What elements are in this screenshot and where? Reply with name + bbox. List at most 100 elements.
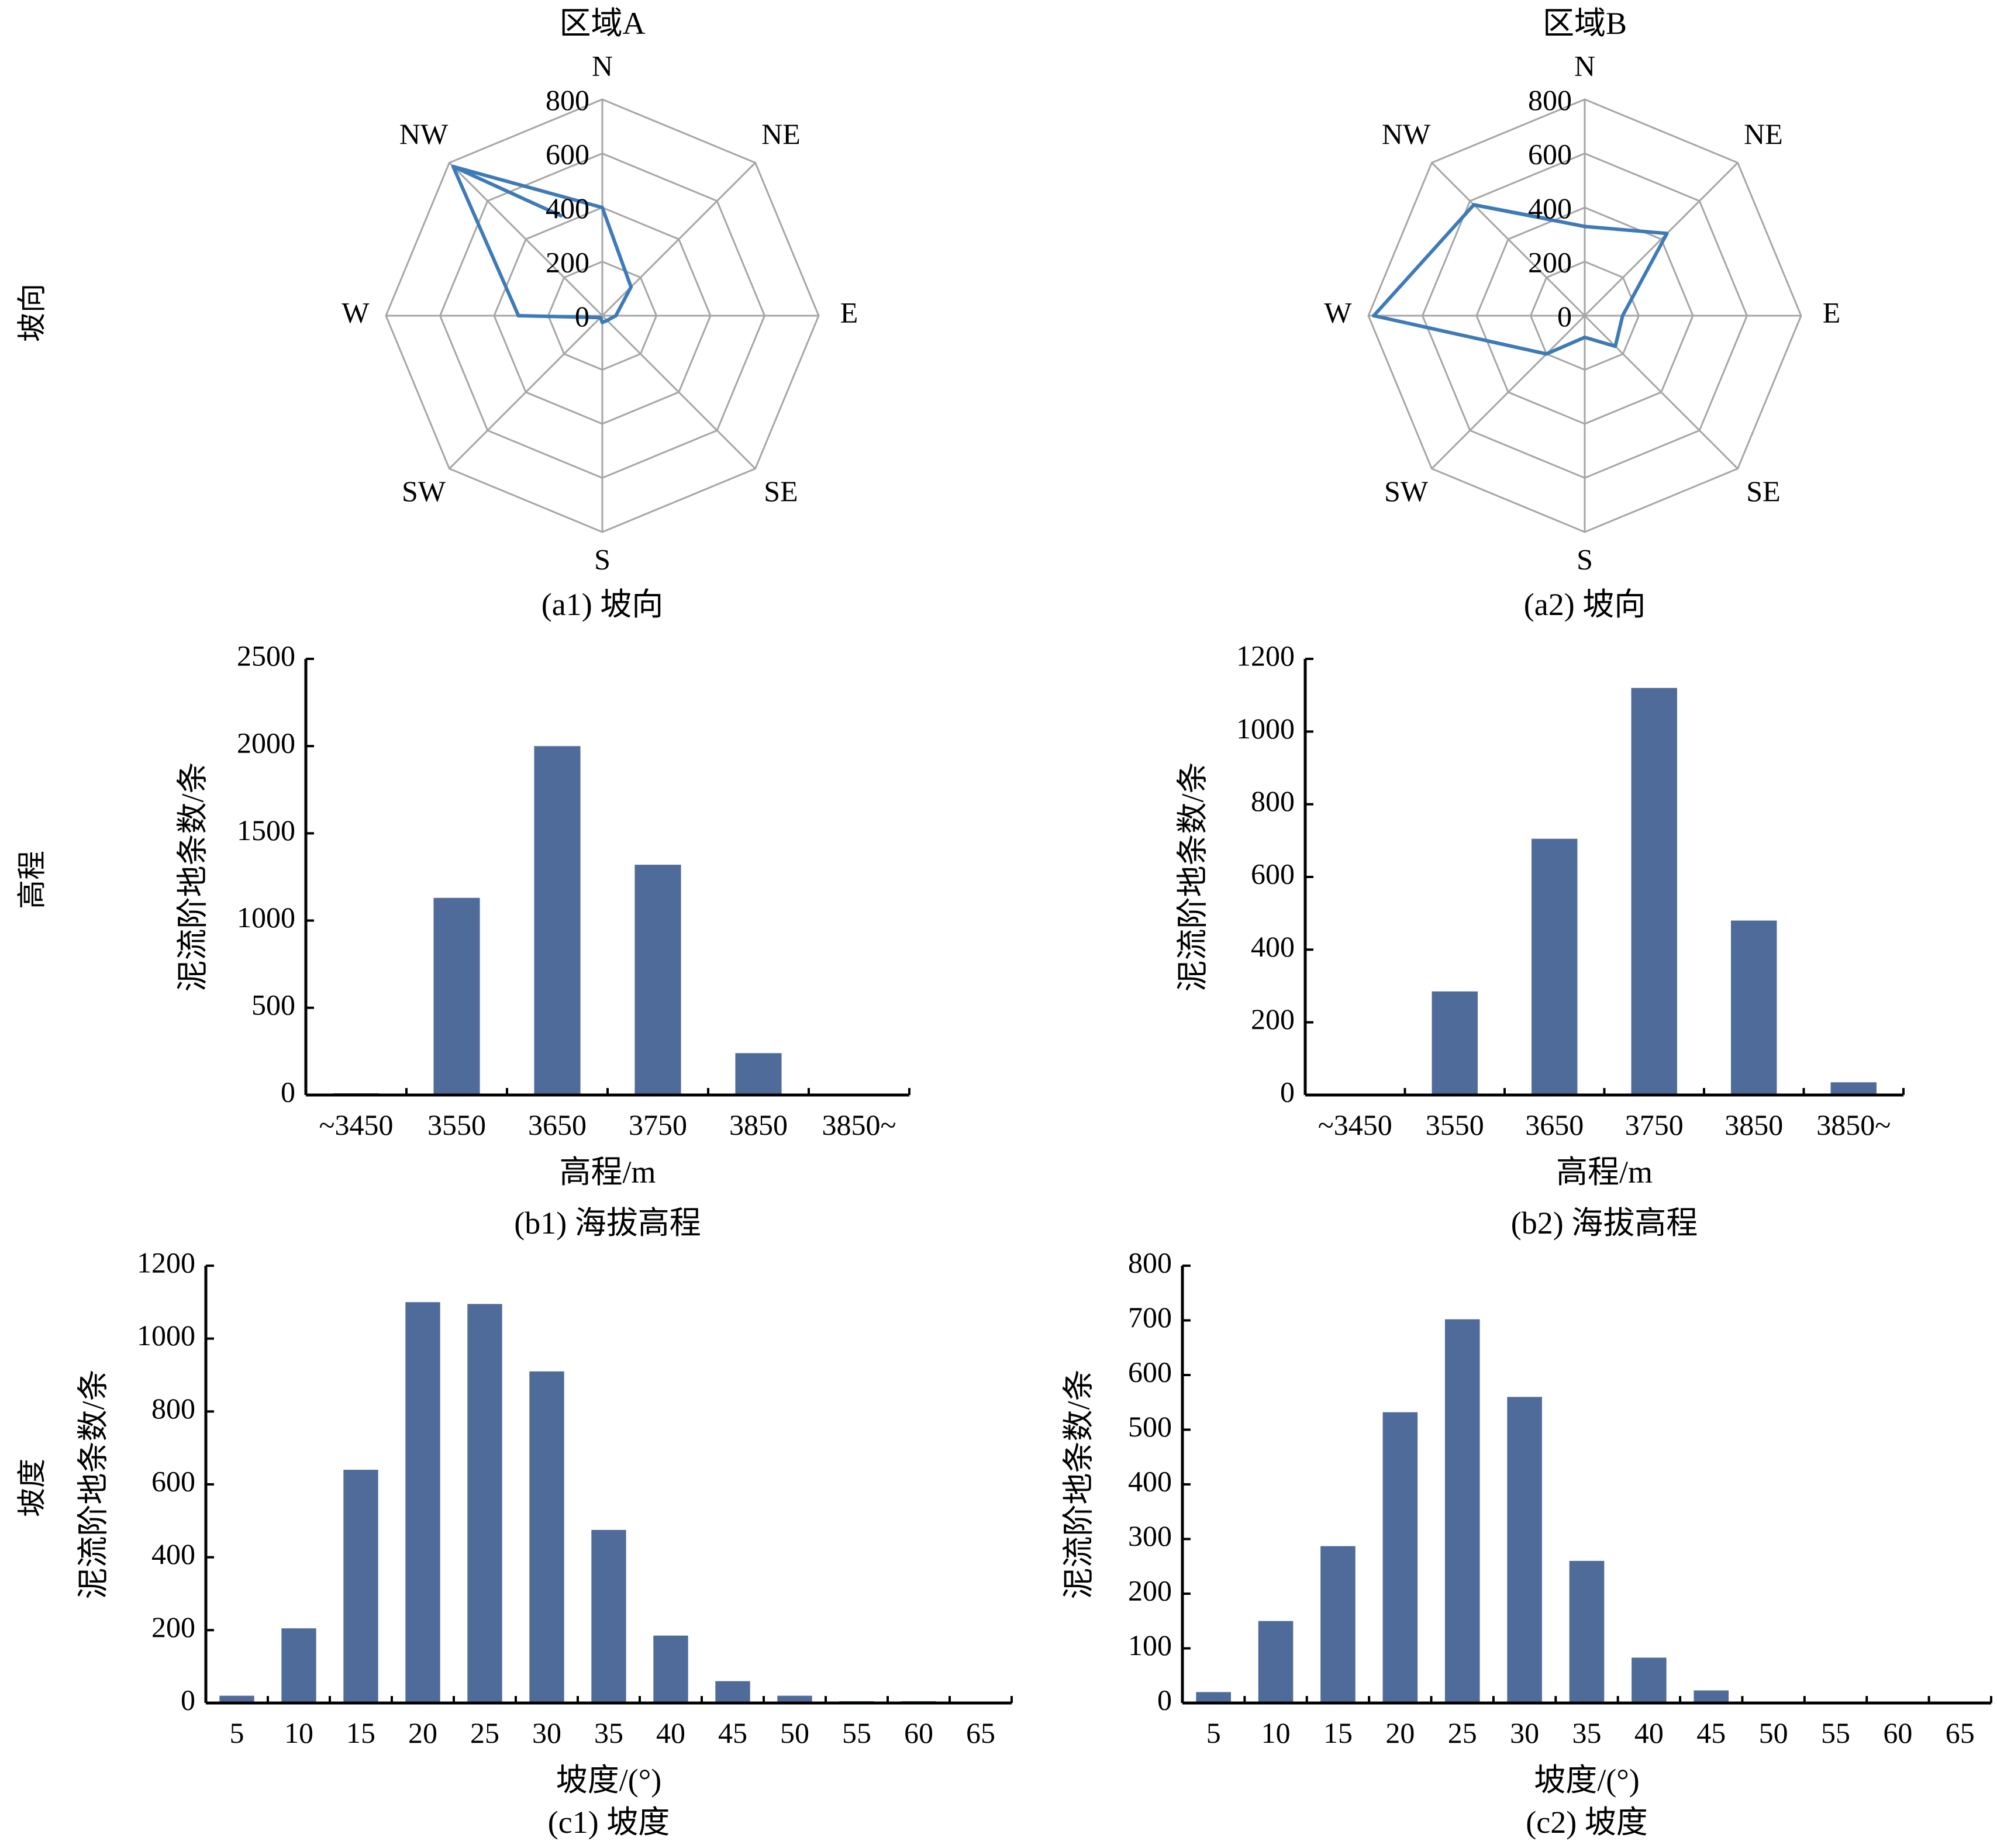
x-tick-label: 30 [1510, 1716, 1539, 1749]
radar-spoke [601, 315, 756, 469]
x-tick-label: 3650 [1525, 1108, 1584, 1141]
bar-panel-b2: 0 200 400 600 800 1000 1200 ~3450 3550 3650 3750 38… [1175, 639, 1905, 1241]
radar-spoke [449, 162, 603, 317]
x-tick-label: ~3450 [319, 1108, 393, 1141]
x-tick-label: 3850~ [1816, 1108, 1891, 1141]
y-tick-label: 1200 [1236, 639, 1295, 672]
radar-direction-label: NW [399, 118, 449, 150]
x-tick-label: 35 [594, 1716, 623, 1749]
radar-tick-label: 200 [546, 246, 589, 279]
radar-spoke [1584, 315, 1739, 469]
y-axis-title: 泥流阶地条数/条 [1061, 1369, 1096, 1599]
bar [1432, 991, 1478, 1095]
radar-tick-label: 600 [1528, 138, 1572, 171]
y-tick-label: 700 [1128, 1301, 1172, 1334]
bar [529, 1371, 564, 1703]
x-tick-label: ~3450 [1318, 1108, 1392, 1141]
radar-direction-label: N [592, 49, 613, 82]
radar-point [1372, 314, 1376, 317]
y-tick-label: 2000 [237, 727, 295, 759]
y-axis-title: 泥流阶地条数/条 [75, 1369, 111, 1599]
radar-tick-label: 0 [1557, 300, 1572, 333]
x-tick-label: 65 [1946, 1716, 1975, 1749]
x-tick-label: 20 [1385, 1716, 1415, 1749]
radar-point [1472, 203, 1476, 207]
y-tick-label: 2500 [237, 639, 295, 672]
x-tick-label: 35 [1572, 1716, 1602, 1749]
radar-spoke [1584, 162, 1739, 317]
panel-caption: (c1) 坡度 [548, 1805, 670, 1840]
bar [715, 1681, 750, 1703]
bar [1320, 1546, 1356, 1703]
bar [1382, 1412, 1418, 1703]
radar-direction-label: W [1324, 296, 1352, 329]
radar-tick-label: 600 [546, 138, 589, 171]
bar [591, 1529, 626, 1703]
radar-direction-label: N [1574, 49, 1595, 82]
radar-spoke [1431, 315, 1586, 469]
bar [735, 1053, 782, 1095]
x-tick-label: 55 [1821, 1716, 1850, 1749]
y-tick-label: 0 [281, 1075, 295, 1108]
row-label-elevation: 高程 [15, 851, 48, 909]
radar-spoke [1431, 162, 1586, 317]
x-tick-label: 55 [842, 1716, 871, 1749]
radar-title: 区域B [1543, 6, 1627, 41]
y-tick-label: 600 [1128, 1355, 1172, 1388]
y-tick-label: 200 [1128, 1574, 1172, 1607]
x-tick-label: 65 [966, 1716, 995, 1749]
bar [467, 1304, 502, 1703]
bar [1507, 1397, 1542, 1703]
panel-caption: (c2) 坡度 [1526, 1805, 1647, 1840]
x-tick-label: 50 [1759, 1716, 1788, 1749]
x-tick-label: 3550 [427, 1108, 486, 1141]
x-tick-label: 10 [1261, 1716, 1291, 1749]
x-tick-label: 60 [904, 1716, 933, 1749]
radar-point [1613, 344, 1617, 348]
x-tick-label: 10 [284, 1716, 313, 1749]
radar-tick-label: 800 [1528, 84, 1572, 116]
bar [653, 1635, 688, 1703]
y-tick-label: 400 [1128, 1464, 1172, 1497]
radar-series-tail [1472, 203, 1546, 220]
x-tick-label: 40 [656, 1716, 685, 1749]
radar-point [601, 206, 604, 209]
x-tick-label: 5 [1206, 1716, 1221, 1749]
x-tick-label: 60 [1883, 1716, 1912, 1749]
radar-direction-label: S [1577, 543, 1593, 575]
bar [281, 1628, 316, 1703]
x-tick-label: 25 [1448, 1716, 1477, 1749]
y-tick-label: 500 [1128, 1410, 1172, 1443]
bar [433, 897, 480, 1095]
panel-caption: (a2) 坡向 [1524, 587, 1646, 622]
x-tick-label: 45 [718, 1716, 747, 1749]
bar [343, 1470, 378, 1703]
x-tick-label: 30 [532, 1716, 561, 1749]
y-tick-label: 0 [1280, 1075, 1295, 1108]
radar-direction-label: E [1823, 296, 1841, 329]
bar [1444, 1319, 1480, 1703]
y-tick-label: 500 [251, 988, 295, 1021]
y-tick-label: 100 [1128, 1629, 1172, 1662]
x-axis-title: 高程/m [559, 1155, 656, 1190]
bar [1830, 1082, 1877, 1095]
bar [1731, 920, 1777, 1095]
radar-tick-label: 400 [546, 192, 589, 224]
panel-caption: (b1) 海拔高程 [514, 1205, 701, 1241]
radar-direction-label: SE [1746, 475, 1780, 507]
radar-point [516, 314, 520, 317]
bar-panel-b1: 0 500 1000 1500 2000 2500 ~3450 3550 3650 3750 385… [175, 639, 910, 1241]
bar-panel-c2: 0 100 200 300 400 500 600 700 800 5 10 15 20 25 30 35 40… [1061, 1246, 1992, 1840]
x-tick-label: 50 [780, 1716, 809, 1749]
x-tick-label: 3850 [1724, 1108, 1783, 1141]
x-axis-title: 坡度/(°) [556, 1763, 662, 1798]
y-tick-label: 1200 [137, 1246, 195, 1279]
radar-point [1665, 232, 1669, 236]
bar [777, 1695, 812, 1703]
radar-tick-label: 0 [575, 300, 589, 333]
bar [534, 746, 581, 1095]
radar-point [1544, 352, 1548, 356]
